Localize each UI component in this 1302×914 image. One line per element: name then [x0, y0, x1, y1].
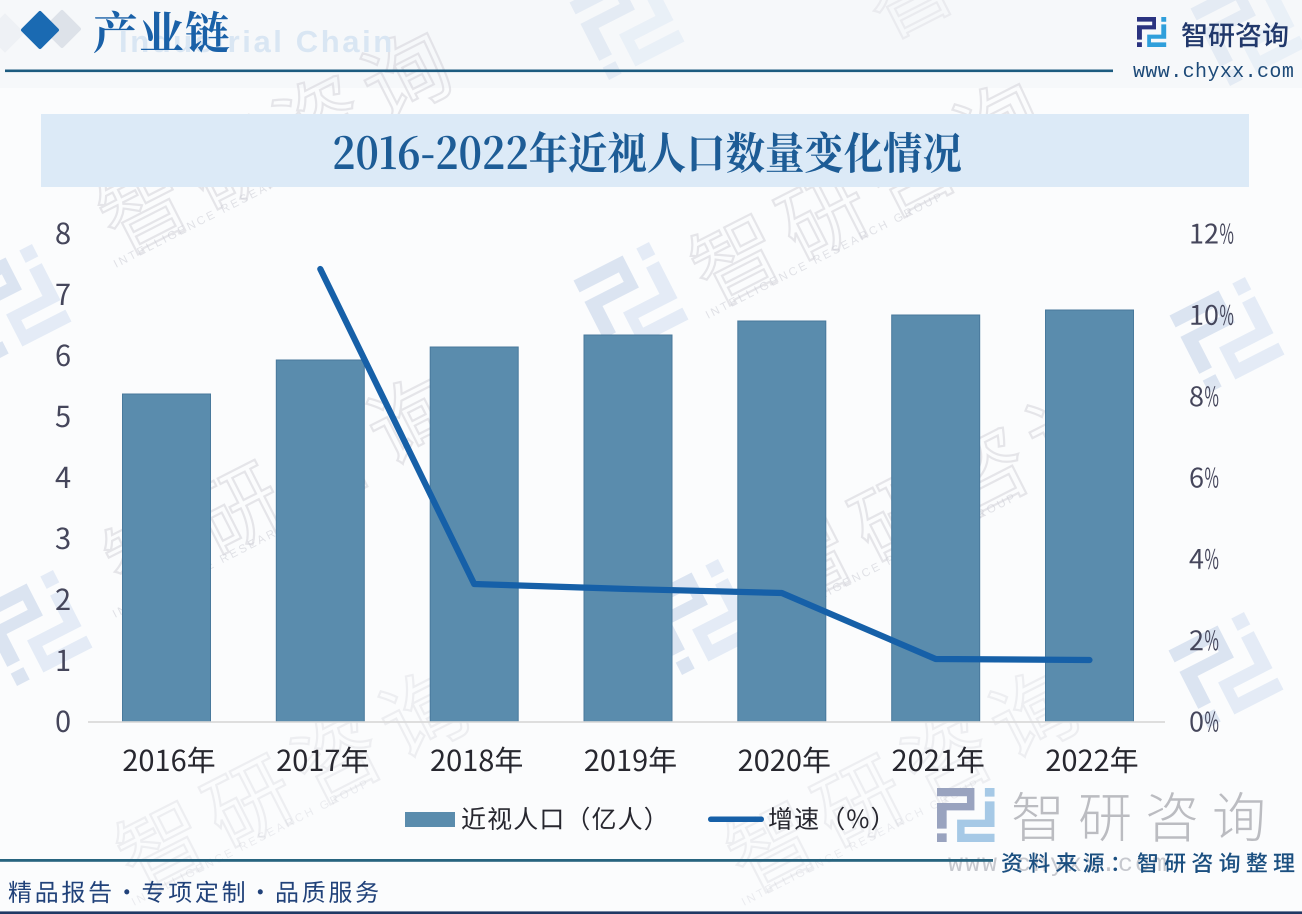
- svg-text:Industrial Chain: Industrial Chain: [119, 24, 395, 59]
- svg-text:www.chyxx.com: www.chyxx.com: [1133, 61, 1294, 84]
- svg-text:www.chyxx.com: www.chyxx.com: [948, 850, 1169, 879]
